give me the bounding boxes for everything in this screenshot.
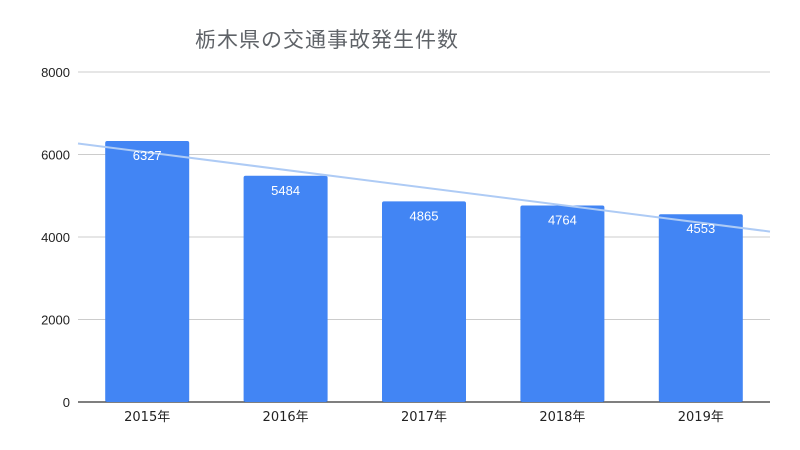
- x-axis-ticks: 2015年 2016年 2017年 2018年 2019年: [124, 410, 724, 425]
- data-labels: 6327 5484 4865 4764 4553: [133, 148, 716, 236]
- data-label: 4764: [548, 212, 577, 227]
- trendline-layer: [77, 142, 771, 233]
- data-label: 4553: [686, 221, 715, 236]
- bar: [658, 214, 743, 402]
- bar: [105, 141, 190, 403]
- y-tick-label: 8000: [41, 65, 70, 80]
- y-tick-label: 2000: [41, 313, 70, 328]
- data-label: 6327: [133, 148, 162, 163]
- y-tick-label: 4000: [41, 230, 70, 245]
- data-label: 5484: [271, 183, 300, 198]
- y-tick-label: 6000: [41, 148, 70, 163]
- x-tick-label: 2015年: [124, 410, 170, 425]
- y-axis-ticks: 0 2000 4000 6000 8000: [41, 65, 70, 410]
- bar: [520, 205, 605, 402]
- data-label: 4865: [410, 208, 439, 223]
- bars: [105, 141, 743, 403]
- bar: [382, 201, 466, 402]
- x-tick-label: 2016年: [263, 410, 309, 425]
- x-tick-label: 2018年: [539, 410, 585, 425]
- trendline: [77, 142, 771, 233]
- x-tick-label: 2017年: [401, 410, 447, 425]
- y-tick-label: 0: [63, 395, 70, 410]
- bar: [243, 175, 328, 402]
- x-tick-label: 2019年: [678, 410, 724, 425]
- chart-title: 栃木県の交通事故発生件数: [195, 28, 459, 52]
